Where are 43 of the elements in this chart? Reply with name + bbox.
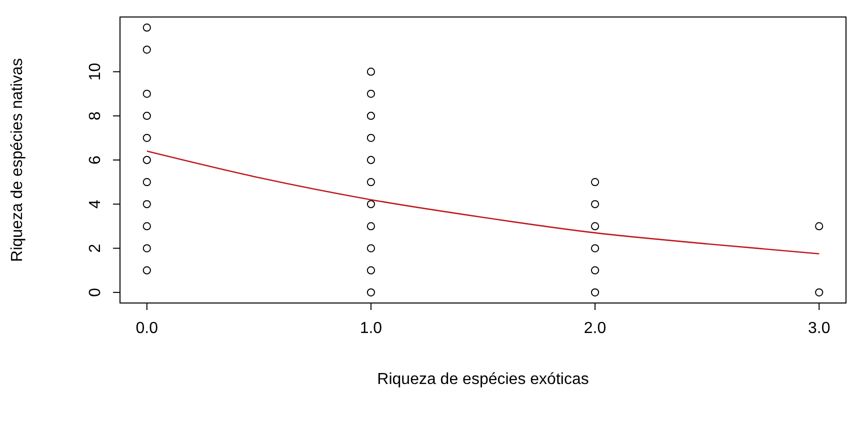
point — [815, 222, 824, 230]
point — [142, 112, 151, 120]
line-series — [146, 150, 820, 254]
point — [590, 266, 600, 274]
point — [366, 112, 376, 120]
point — [142, 222, 151, 230]
y-tick-label: 2 — [87, 244, 104, 253]
y-tick-label: 8 — [87, 111, 104, 120]
y-tick-label: 0 — [87, 288, 104, 297]
point — [590, 200, 600, 208]
point — [366, 90, 376, 98]
x-tick-label: 3.0 — [808, 320, 830, 337]
point — [366, 288, 376, 296]
point — [366, 134, 376, 142]
point — [366, 244, 376, 252]
point — [590, 222, 600, 230]
point — [366, 200, 376, 208]
x-axis-title: Riqueza de espécies exóticas — [377, 371, 589, 388]
point — [366, 178, 376, 186]
y-axis-title: Riqueza de espécies nativas — [9, 58, 26, 262]
point — [142, 134, 151, 142]
point — [366, 222, 376, 230]
point — [142, 178, 151, 186]
point — [142, 156, 151, 164]
point — [366, 68, 376, 76]
point — [142, 200, 151, 208]
point — [142, 24, 151, 32]
point — [590, 178, 600, 186]
point — [815, 288, 824, 296]
x-tick-label: 2.0 — [584, 320, 606, 337]
point — [142, 90, 151, 98]
point — [142, 244, 151, 252]
point — [590, 244, 600, 252]
y-tick-label: 4 — [87, 200, 104, 209]
y-tick-label: 10 — [87, 62, 104, 81]
x-tick-label: 0.0 — [136, 320, 158, 337]
point — [366, 266, 376, 274]
point — [590, 288, 600, 296]
point — [366, 156, 376, 164]
y-tick-label: 6 — [87, 155, 104, 164]
point — [142, 266, 151, 274]
x-tick-label: 1.0 — [360, 320, 382, 337]
point — [142, 46, 151, 54]
